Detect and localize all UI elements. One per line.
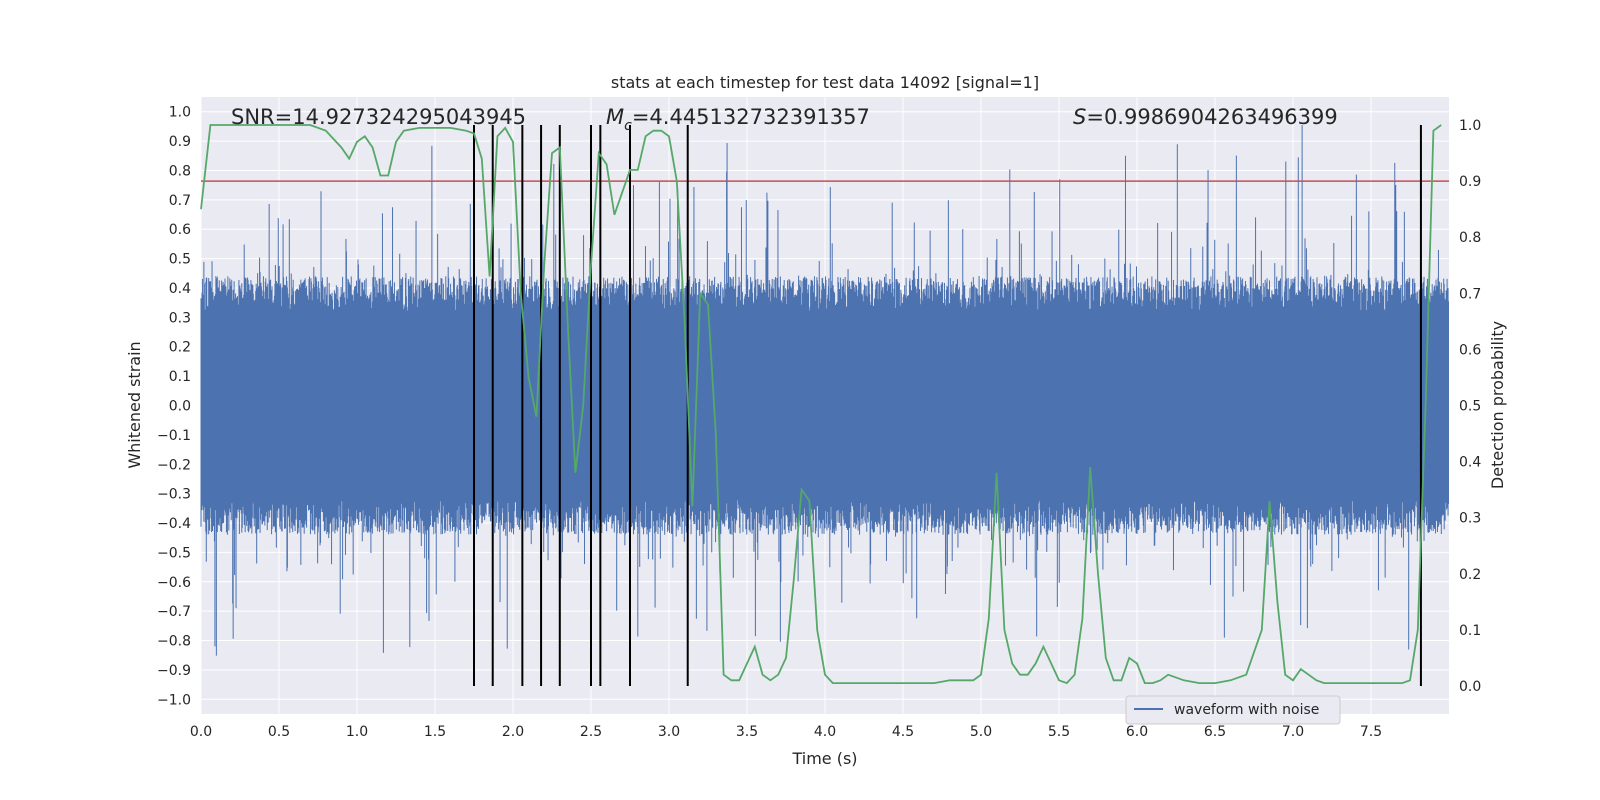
y-tick-label: 0.7 xyxy=(169,193,191,209)
y-tick-label: 0.4 xyxy=(169,281,191,297)
y-tick-label: −1.0 xyxy=(157,692,191,708)
y-tick-label: 0.9 xyxy=(169,134,191,150)
y-right-tick-label: 0.9 xyxy=(1459,174,1481,190)
x-tick-label: 4.5 xyxy=(892,724,914,740)
x-tick-label: 0.5 xyxy=(268,724,290,740)
x-tick-label: 3.5 xyxy=(736,724,758,740)
detection-probability-line xyxy=(200,124,1442,685)
y-tick-label: 0.1 xyxy=(169,369,191,385)
y-right-tick-label: 0.7 xyxy=(1459,286,1481,302)
chirp-mass-annotation: Mc=4.445132732391357 xyxy=(606,105,870,134)
x-tick-label: 7.0 xyxy=(1282,724,1304,740)
x-tick-label: 1.0 xyxy=(346,724,368,740)
chirp-mass-symbol: M xyxy=(606,105,624,129)
s-symbol: S xyxy=(1073,105,1086,129)
x-tick-label: 6.0 xyxy=(1126,724,1148,740)
y-tick-label: 0.5 xyxy=(169,252,191,268)
x-tick-label: 7.5 xyxy=(1360,724,1382,740)
y-tick-label: −0.5 xyxy=(157,545,191,561)
chart-title: stats at each timestep for test data 140… xyxy=(611,73,1039,92)
x-tick-label: 1.5 xyxy=(424,724,446,740)
y-tick-label: −0.9 xyxy=(157,663,191,679)
y-right-axis-ticks: 1.0 0.9 0.8 0.7 0.6 0.5 0.4 0.3 0.2 0.1 0.0 xyxy=(1459,118,1481,695)
chirp-mass-subscript: c xyxy=(624,118,632,134)
y-tick-label: −0.2 xyxy=(157,457,191,473)
y-tick-label: −0.8 xyxy=(157,634,191,650)
waveform-with-noise-series xyxy=(200,125,1450,656)
y-right-tick-label: 0.3 xyxy=(1459,511,1481,527)
s-value: =0.9986904263496399 xyxy=(1086,105,1337,129)
y-right-tick-label: 0.6 xyxy=(1459,342,1481,358)
y-tick-label: 0.6 xyxy=(169,222,191,238)
y-tick-label: 0.8 xyxy=(169,163,191,179)
snr-annotation: SNR=14.927324295043945 xyxy=(231,105,526,129)
x-axis-label: Time (s) xyxy=(791,749,857,768)
y-tick-label: −0.1 xyxy=(157,428,191,444)
chirp-mass-value: =4.445132732391357 xyxy=(632,105,870,129)
x-tick-label: 6.5 xyxy=(1204,724,1226,740)
x-axis-ticks: 0.0 0.5 1.0 1.5 2.0 2.5 3.0 3.5 4.0 4.5 5.0 5.5 6.0 6… xyxy=(190,724,1382,740)
x-tick-label: 5.5 xyxy=(1048,724,1070,740)
legend-label: waveform with noise xyxy=(1174,702,1319,718)
x-tick-label: 4.0 xyxy=(814,724,836,740)
y-tick-label: −0.4 xyxy=(157,516,191,532)
detection-probability-series xyxy=(200,124,1442,685)
x-tick-label: 2.0 xyxy=(502,724,524,740)
y-right-tick-label: 0.8 xyxy=(1459,230,1481,246)
legend: waveform with noise xyxy=(1125,695,1341,725)
x-tick-label: 0.0 xyxy=(190,724,212,740)
y-tick-label: −0.6 xyxy=(157,575,191,591)
s-annotation: S=0.9986904263496399 xyxy=(1073,105,1338,129)
y-right-tick-label: 0.0 xyxy=(1459,679,1481,695)
y-right-tick-label: 1.0 xyxy=(1459,118,1481,134)
y-right-tick-label: 0.2 xyxy=(1459,567,1481,583)
y-tick-label: 1.0 xyxy=(169,105,191,121)
x-tick-label: 5.0 xyxy=(970,724,992,740)
y-right-tick-label: 0.1 xyxy=(1459,623,1481,639)
y-axis-ticks: 1.0 0.9 0.8 0.7 0.6 0.5 0.4 0.3 0.2 0.1 0.0 −0.1 −0.… xyxy=(157,105,191,709)
waveform-core xyxy=(201,317,1449,494)
y-tick-label: 0.0 xyxy=(169,399,191,415)
y-right-tick-label: 0.5 xyxy=(1459,399,1481,415)
y-tick-label: −0.7 xyxy=(157,604,191,620)
y-right-axis-label: Detection probability xyxy=(1488,321,1507,489)
y-axis-label: Whitened strain xyxy=(125,341,144,468)
y-tick-label: −0.3 xyxy=(157,487,191,503)
legend-box xyxy=(1125,695,1341,725)
y-tick-label: 0.3 xyxy=(169,310,191,326)
x-tick-label: 2.5 xyxy=(580,724,602,740)
y-tick-label: 0.2 xyxy=(169,340,191,356)
y-right-tick-label: 0.4 xyxy=(1459,455,1481,471)
x-tick-label: 3.0 xyxy=(658,724,680,740)
